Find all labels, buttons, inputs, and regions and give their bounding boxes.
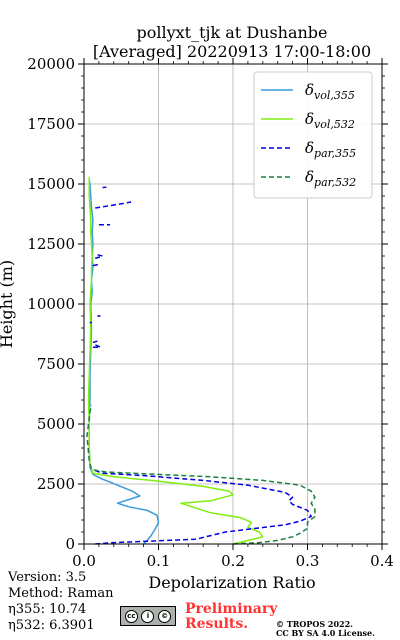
info-panel: Version: 3.5 Method: Raman η355: 10.74 η…: [8, 570, 114, 634]
version-text: Version: 3.5: [8, 570, 87, 585]
y-tick-label: 7500: [37, 355, 75, 373]
series-line-par-355-fragment: [89, 321, 92, 324]
copyright-notice: © TROPOS 2022. CC BY SA 4.0 License.: [276, 620, 375, 638]
y-tick-label: 17500: [27, 115, 75, 133]
copyright-line2: CC BY SA 4.0 License.: [276, 628, 375, 638]
preliminary-label: Preliminary Results.: [185, 601, 278, 632]
eta355-text: η355: 10.74: [8, 602, 87, 617]
chart-title: pollyxt_tjk at Dushanbe: [136, 23, 327, 42]
y-tick-label: 10000: [27, 295, 75, 313]
series-line-par-355-fragment: [95, 201, 132, 209]
y-tick-label: 20000: [27, 55, 75, 73]
series-line-par-355-fragment: [92, 340, 98, 344]
cc-license-badge: cc i ©: [120, 606, 176, 626]
y-tick-label: 15000: [27, 175, 75, 193]
x-axis-label: Depolarization Ratio: [148, 573, 315, 592]
eta532-text: η532: 6.3901: [8, 618, 95, 633]
legend-label: δpar,355: [305, 139, 356, 160]
series-line-vol-532: [87, 176, 264, 545]
y-tick-label: 2500: [37, 475, 75, 493]
legend: δvol,355 δvol,532 δpar,355 δpar,532: [253, 71, 373, 199]
y-tick-label: 5000: [37, 415, 75, 433]
series-line-vol-355: [88, 179, 160, 545]
series-line-par-355: [92, 468, 312, 545]
legend-frame: [253, 71, 373, 199]
series-line-par-532: [86, 404, 316, 545]
x-tick-label: 0.2: [221, 552, 245, 570]
y-tick-label: 0: [65, 535, 75, 553]
method-text: Method: Raman: [8, 586, 114, 601]
x-tick-label: 0.3: [296, 552, 320, 570]
copyright-line1: © TROPOS 2022.: [276, 619, 353, 629]
legend-label: δpar,532: [305, 168, 356, 189]
series-line-par-355-fragment: [102, 186, 107, 189]
share-alike-icon: ©: [158, 609, 172, 623]
series-line-par-355-fragment: [92, 263, 100, 267]
chart-subtitle: [Averaged] 20220913 17:00-18:00: [93, 42, 371, 61]
series-line-par-355-fragment: [92, 344, 101, 348]
x-tick-label: 0.1: [147, 552, 171, 570]
legend-label: δvol,355: [305, 81, 355, 102]
cc-icon: cc: [124, 609, 138, 623]
attribution-icon: i: [141, 609, 155, 623]
axis-ticks: 0.0 0.1 0.2 0.3 0.4 0 2500 5000 7500 10000 12500 15…: [27, 55, 394, 570]
x-tick-label: 0.4: [370, 552, 394, 570]
series-line-par-355-fragment: [94, 254, 106, 260]
x-tick-label: 0.0: [72, 552, 96, 570]
plot-lines: [86, 176, 316, 545]
legend-label: δvol,532: [305, 110, 355, 131]
y-tick-label: 12500: [27, 235, 75, 253]
y-axis-label: Height (m): [0, 260, 16, 348]
